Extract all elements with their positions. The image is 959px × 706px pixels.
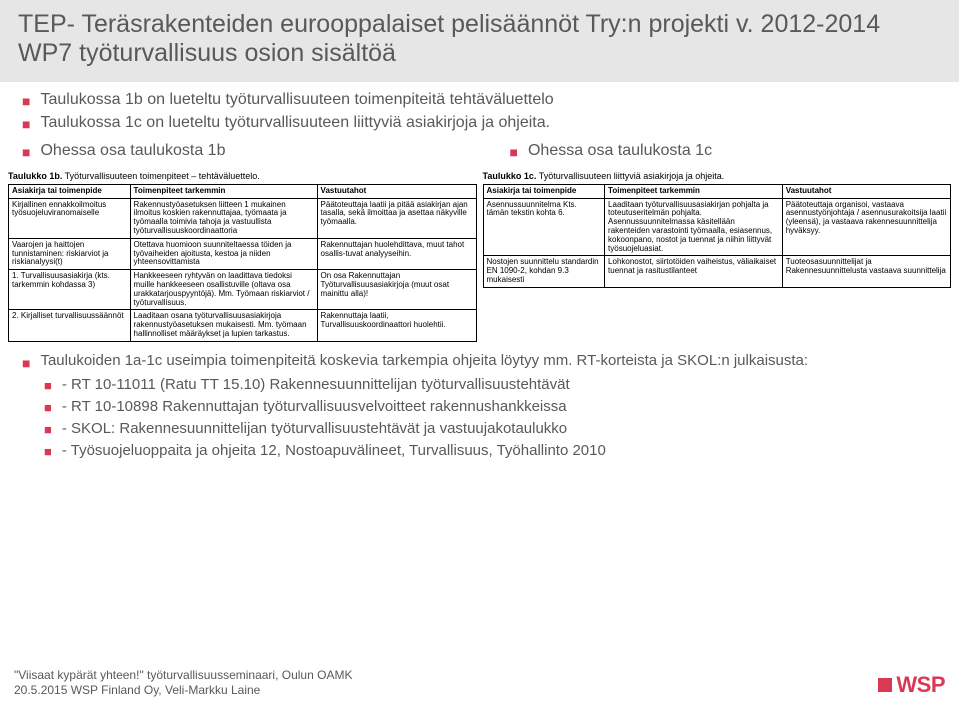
caption-rest: Työturvallisuuteen liittyviä asiakirjoja… (536, 171, 724, 181)
table-cell: Tuoteosasuunnittelijat ja Rakennesuunnit… (782, 256, 950, 287)
caption-bold: Taulukko 1b. (8, 171, 62, 181)
table-cell: Rakennuttajan huolehdittava, muut tahot … (317, 238, 476, 269)
table-cell: Rakennuttaja laatii, Turvallisuuskoordin… (317, 310, 476, 341)
label-text: Ohessa osa taulukosta 1c (528, 141, 712, 160)
th: Toimenpiteet tarkemmin (130, 184, 317, 198)
table-cell: 2. Kirjalliset turvallisuussäännöt (9, 310, 131, 341)
bullet-text: Taulukossa 1c on lueteltu työturvallisuu… (40, 113, 550, 132)
table-1b-block: Taulukko 1b. Työturvallisuuteen toimenpi… (8, 171, 477, 342)
table-1b-body: Kirjallinen ennakkoilmoitus työsuojeluvi… (9, 198, 477, 341)
lower-bullets: ■ Taulukoiden 1a-1c useimpia toimenpitei… (0, 342, 959, 460)
sub-text: - RT 10-10898 Rakennuttajan työturvallis… (62, 398, 567, 416)
lower-main-bullet: ■ Taulukoiden 1a-1c useimpia toimenpitei… (22, 352, 937, 372)
th: Asiakirja tai toimenpide (9, 184, 131, 198)
th: Vastuutahot (782, 184, 950, 198)
table-1c-body: Asennussuunnitelma Kts. tämän tekstin ko… (483, 198, 951, 287)
bullet-marker-icon: ■ (22, 93, 30, 110)
caption-rest: Työturvallisuuteen toimenpiteet – tehtäv… (62, 171, 259, 181)
intro-bullet: ■ Taulukossa 1b on lueteltu työturvallis… (22, 90, 937, 110)
bullet-text: Taulukoiden 1a-1c useimpia toimenpiteitä… (40, 352, 808, 370)
wsp-logo-square-icon (878, 678, 892, 692)
bullet-marker-icon: ■ (510, 144, 518, 161)
footer-line-1: "Viisaat kypärät yhteen!" työturvallisuu… (14, 668, 352, 683)
bullet-marker-icon: ■ (44, 378, 52, 394)
table-1c-block: Taulukko 1c. Työturvallisuuteen liittyvi… (483, 171, 952, 342)
sub-bullet: ■ - RT 10-10898 Rakennuttajan työturvall… (44, 398, 937, 416)
table-row: Kirjallinen ennakkoilmoitus työsuojeluvi… (9, 198, 477, 238)
table-header-row: Asiakirja tai toimenpide Toimenpiteet ta… (9, 184, 477, 198)
footer-text: "Viisaat kypärät yhteen!" työturvallisuu… (14, 668, 352, 698)
table-cell: Laaditaan osana työturvallisuusasiakirjo… (130, 310, 317, 341)
table-cell: Nostojen suunnittelu standardin EN 1090-… (483, 256, 605, 287)
th: Asiakirja tai toimenpide (483, 184, 605, 198)
bullet-marker-icon: ■ (44, 422, 52, 438)
tables-row: Taulukko 1b. Työturvallisuuteen toimenpi… (0, 165, 959, 342)
wsp-logo-text: WSP (896, 672, 945, 698)
caption-bold: Taulukko 1c. (483, 171, 537, 181)
col-label-right: ■ Ohessa osa taulukosta 1c (510, 141, 938, 161)
table-cell: Päätoteuttaja organisoi, vastaava asennu… (782, 198, 950, 256)
table-1b-caption: Taulukko 1b. Työturvallisuuteen toimenpi… (8, 171, 477, 181)
intro-bullets: ■ Taulukossa 1b on lueteltu työturvallis… (0, 82, 959, 142)
table-cell: Vaarojen ja haittojen tunnistaminen: ris… (9, 238, 131, 269)
bullet-marker-icon: ■ (22, 116, 30, 133)
sub-bullet: ■ - SKOL: Rakennesuunnittelijan työturva… (44, 420, 937, 438)
table-cell: On osa Rakennuttajan Työturvallisuusasia… (317, 270, 476, 310)
table-row: 2. Kirjalliset turvallisuussäännötLaadit… (9, 310, 477, 341)
page-title: TEP- Teräsrakenteiden eurooppalaiset pel… (18, 10, 941, 68)
bullet-marker-icon: ■ (44, 400, 52, 416)
bullet-marker-icon: ■ (44, 444, 52, 460)
column-labels-row: ■ Ohessa osa taulukosta 1b ■ Ohessa osa … (0, 141, 959, 165)
sub-bullet: ■ - RT 10-11011 (Ratu TT 15.10) Rakennes… (44, 376, 937, 394)
table-cell: Päätoteuttaja laatii ja pitää asiakirjan… (317, 198, 476, 238)
label-text: Ohessa osa taulukosta 1b (40, 141, 225, 160)
sub-text: - Työsuojeluoppaita ja ohjeita 12, Nosto… (62, 442, 606, 460)
sub-bullet: ■ - Työsuojeluoppaita ja ohjeita 12, Nos… (44, 442, 937, 460)
title-banner: TEP- Teräsrakenteiden eurooppalaiset pel… (0, 0, 959, 82)
table-cell: Laaditaan työturvallisuusasiakirjan pohj… (605, 198, 783, 256)
table-cell: Hankkeeseen ryhtyvän on laadittava tiedo… (130, 270, 317, 310)
table-row: 1. Turvallisuusasiakirja (kts. tarkemmin… (9, 270, 477, 310)
table-1c: Asiakirja tai toimenpide Toimenpiteet ta… (483, 184, 952, 288)
bullet-text: Taulukossa 1b on lueteltu työturvallisuu… (40, 90, 553, 109)
th: Toimenpiteet tarkemmin (605, 184, 783, 198)
table-row: Vaarojen ja haittojen tunnistaminen: ris… (9, 238, 477, 269)
slide-footer: "Viisaat kypärät yhteen!" työturvallisuu… (14, 668, 945, 698)
sub-text: - SKOL: Rakennesuunnittelijan työturvall… (62, 420, 567, 438)
bullet-marker-icon: ■ (22, 144, 30, 161)
table-row: Asennussuunnitelma Kts. tämän tekstin ko… (483, 198, 951, 256)
table-row: Nostojen suunnittelu standardin EN 1090-… (483, 256, 951, 287)
bullet-marker-icon: ■ (22, 355, 30, 372)
col-label-left: ■ Ohessa osa taulukosta 1b (22, 141, 450, 161)
table-1b: Asiakirja tai toimenpide Toimenpiteet ta… (8, 184, 477, 342)
table-cell: Kirjallinen ennakkoilmoitus työsuojeluvi… (9, 198, 131, 238)
intro-bullet: ■ Taulukossa 1c on lueteltu työturvallis… (22, 113, 937, 133)
footer-line-2: 20.5.2015 WSP Finland Oy, Veli-Markku La… (14, 683, 352, 698)
table-1c-caption: Taulukko 1c. Työturvallisuuteen liittyvi… (483, 171, 952, 181)
sub-text: - RT 10-11011 (Ratu TT 15.10) Rakennesuu… (62, 376, 570, 394)
table-header-row: Asiakirja tai toimenpide Toimenpiteet ta… (483, 184, 951, 198)
table-cell: Otettava huomioon suunniteltaessa töiden… (130, 238, 317, 269)
table-cell: 1. Turvallisuusasiakirja (kts. tarkemmin… (9, 270, 131, 310)
table-cell: Rakennustyöasetuksen liitteen 1 mukainen… (130, 198, 317, 238)
table-cell: Asennussuunnitelma Kts. tämän tekstin ko… (483, 198, 605, 256)
th: Vastuutahot (317, 184, 476, 198)
wsp-logo: WSP (878, 672, 945, 698)
table-cell: Lohkonostot, siirtotöiden vaiheistus, vä… (605, 256, 783, 287)
